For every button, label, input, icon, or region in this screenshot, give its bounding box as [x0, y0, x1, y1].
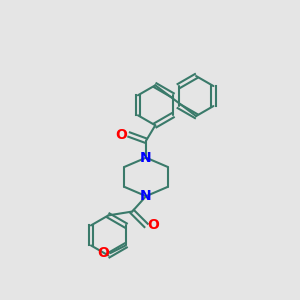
Text: O: O: [148, 218, 160, 233]
Text: N: N: [140, 151, 152, 165]
Text: O: O: [116, 128, 127, 142]
Text: O: O: [97, 246, 109, 260]
Text: N: N: [140, 189, 152, 203]
